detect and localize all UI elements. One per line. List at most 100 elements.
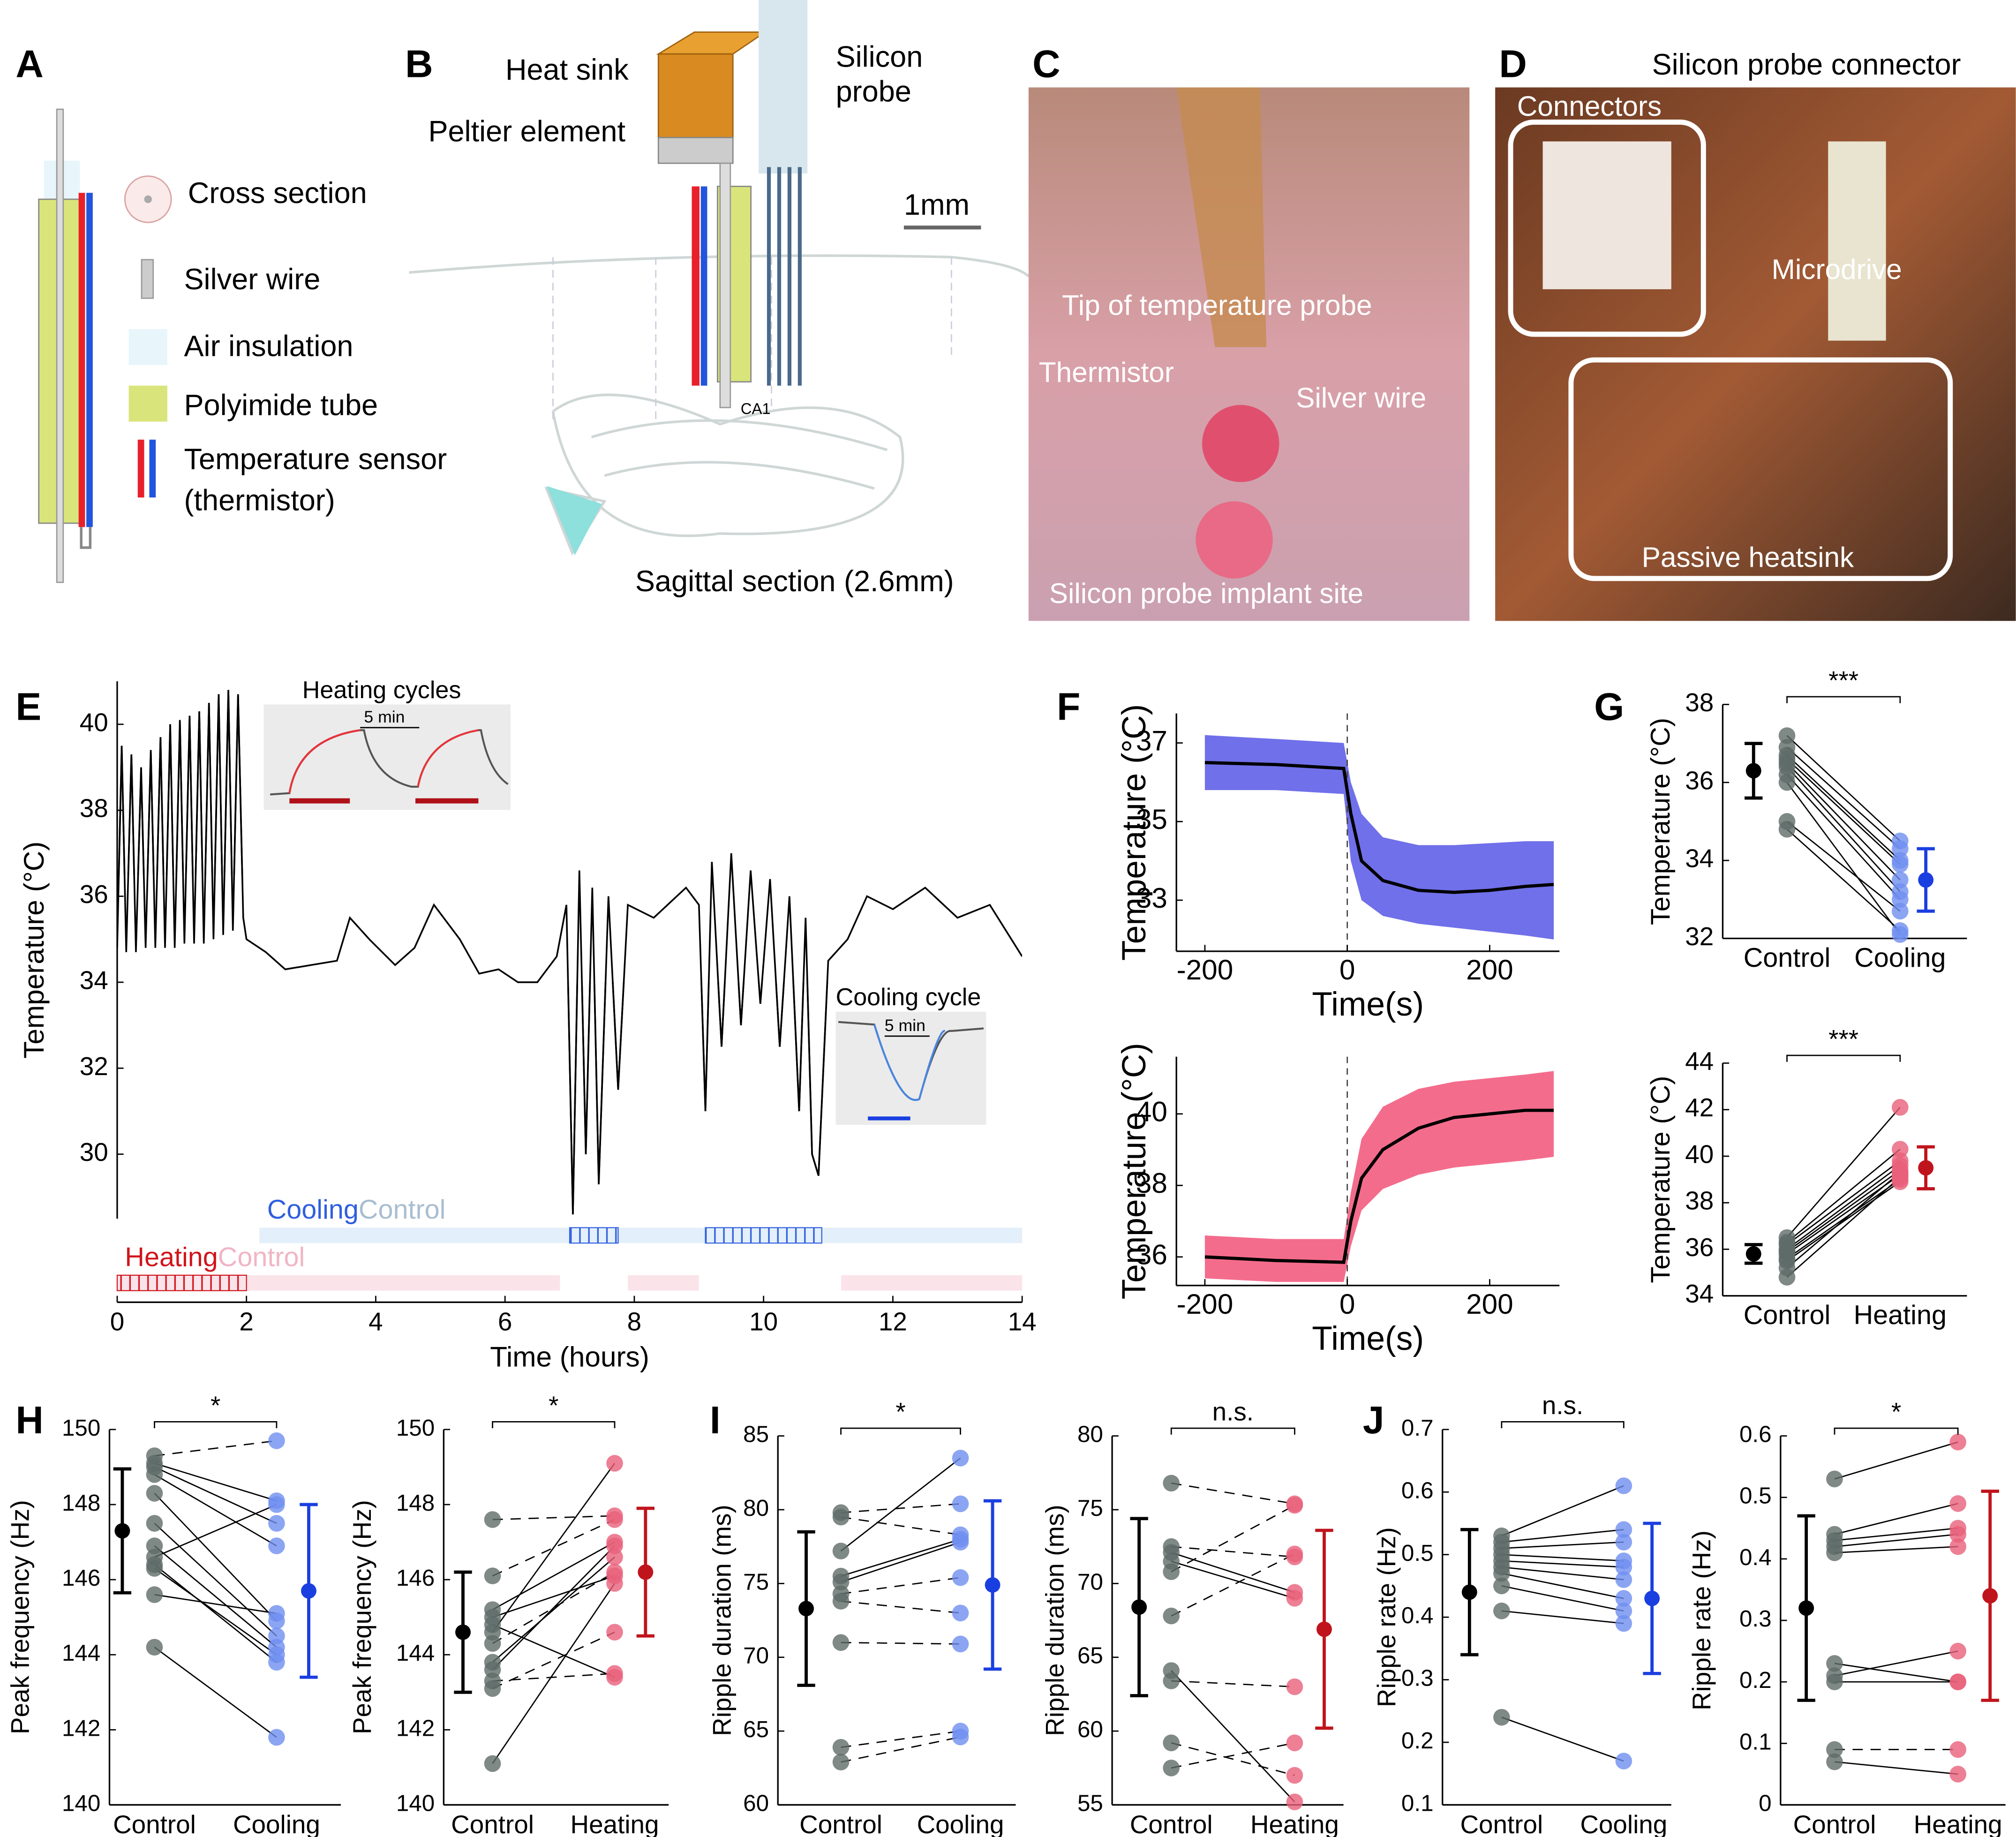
data-point <box>484 1624 501 1641</box>
label: Tip of temperature probe <box>1062 289 1372 321</box>
y-tick-label: 60 <box>743 1790 769 1816</box>
data-point <box>832 1754 850 1770</box>
data-point <box>1615 1615 1632 1632</box>
heat-sink-top <box>656 31 767 55</box>
data-point <box>1286 1545 1303 1563</box>
label: Passive heatsink <box>1642 541 1854 573</box>
data-point <box>1615 1602 1632 1619</box>
y-tick-label: 38 <box>1685 1186 1714 1215</box>
data-point <box>1286 1793 1303 1810</box>
data-point <box>1891 926 1909 943</box>
x-tick-label: Cooling <box>917 1810 1004 1837</box>
data-point <box>268 1537 285 1554</box>
label: Silver wire <box>184 263 321 296</box>
significance-bracket <box>492 1421 616 1429</box>
data-point <box>1891 891 1909 908</box>
y-axis-label: Peak frequency (Hz) <box>347 1500 376 1734</box>
x-tick-label: Control <box>113 1810 196 1837</box>
data-point <box>1826 1470 1843 1488</box>
sensor-tip <box>80 527 92 549</box>
y-axis-label: Temperature (°C) <box>1115 704 1153 961</box>
pair-line <box>841 1736 961 1763</box>
data-point <box>484 1511 501 1528</box>
y-tick-label: 0.3 <box>1401 1665 1434 1691</box>
x-tick-label: Control <box>451 1810 534 1837</box>
region-borders <box>552 257 952 424</box>
inset-scale-label: 5 min <box>885 1016 925 1035</box>
paired-chart: 140 142 144 146 148 150 Peak frequency (Hz) Con… <box>6 1391 341 1837</box>
data-point <box>832 1504 850 1521</box>
pair-line <box>492 1557 615 1663</box>
x-tick-label: -200 <box>1177 954 1234 986</box>
pair-line <box>840 1457 961 1552</box>
x-tick-label: Control <box>1793 1810 1876 1837</box>
x-tick-label: 6 <box>498 1307 512 1336</box>
panel-letter: B <box>405 43 433 86</box>
pair-line <box>1786 762 1901 881</box>
label: Sagittal section (2.6mm) <box>635 565 954 598</box>
y-tick-label: 150 <box>62 1415 100 1441</box>
pair-line <box>1834 1441 1958 1480</box>
pair-line <box>492 1515 615 1521</box>
x-tick-label: 0 <box>1339 954 1355 986</box>
mean-point <box>1745 763 1761 779</box>
data-point <box>1286 1678 1303 1695</box>
y-axis-label: Ripple duration (ms) <box>707 1505 737 1736</box>
label: Cross section <box>188 177 367 210</box>
data-point <box>1493 1565 1510 1582</box>
data-point <box>1163 1563 1180 1580</box>
data-point <box>484 1680 501 1697</box>
icon-air <box>128 329 167 365</box>
mean-point <box>1461 1584 1477 1600</box>
y-tick-label: 44 <box>1685 1046 1714 1076</box>
condition-span <box>841 1275 1023 1291</box>
label: (thermistor) <box>184 484 335 517</box>
pair-line <box>1501 1585 1624 1612</box>
data-point <box>1615 1753 1632 1769</box>
mean-point <box>1798 1600 1814 1616</box>
pair-line <box>1786 754 1901 861</box>
significance-bracket <box>1834 1427 1959 1435</box>
data-point <box>268 1646 285 1664</box>
microdrive <box>1828 141 1886 341</box>
panel-letter: A <box>15 43 43 86</box>
icon-core <box>144 195 152 203</box>
x-tick-label: Control <box>1460 1810 1543 1837</box>
data-point <box>1826 1741 1843 1758</box>
y-axis-label: Temperature (°C) <box>1115 1043 1153 1299</box>
y-tick-label: 140 <box>62 1790 100 1816</box>
data-point <box>1826 1753 1843 1770</box>
significance-bracket <box>1170 1427 1295 1435</box>
label: Temperature sensor <box>184 443 447 476</box>
pair-line <box>1834 1546 1958 1554</box>
condition-control-label: Control <box>218 1242 305 1272</box>
pair-line <box>492 1541 615 1611</box>
pair-line <box>154 1567 277 1656</box>
significance-label: *** <box>1828 1024 1858 1054</box>
y-tick-label: 42 <box>1685 1093 1714 1122</box>
data-point <box>952 1728 969 1746</box>
data-point <box>268 1432 285 1449</box>
y-tick-label: 0.6 <box>1739 1422 1772 1447</box>
data-point <box>1891 903 1909 920</box>
y-tick-label: 40 <box>1136 1096 1167 1128</box>
data-point <box>1286 1734 1303 1752</box>
y-axis-label: Ripple rate (Hz) <box>1372 1527 1401 1707</box>
pair-line <box>154 1493 277 1622</box>
data-point <box>146 1466 163 1483</box>
y-tick-label: 75 <box>743 1569 769 1595</box>
panel-letter: F <box>1057 685 1080 728</box>
implant-site <box>1202 405 1279 482</box>
data-point <box>268 1515 285 1532</box>
data-point <box>146 1515 163 1532</box>
data-point <box>832 1573 850 1590</box>
data-point <box>146 1485 163 1502</box>
label: Microdrive <box>1772 253 1902 285</box>
data-point <box>1286 1497 1303 1514</box>
y-tick-label: 65 <box>1077 1643 1103 1669</box>
data-point <box>484 1755 501 1772</box>
inset-title: Cooling cycle <box>836 984 981 1011</box>
